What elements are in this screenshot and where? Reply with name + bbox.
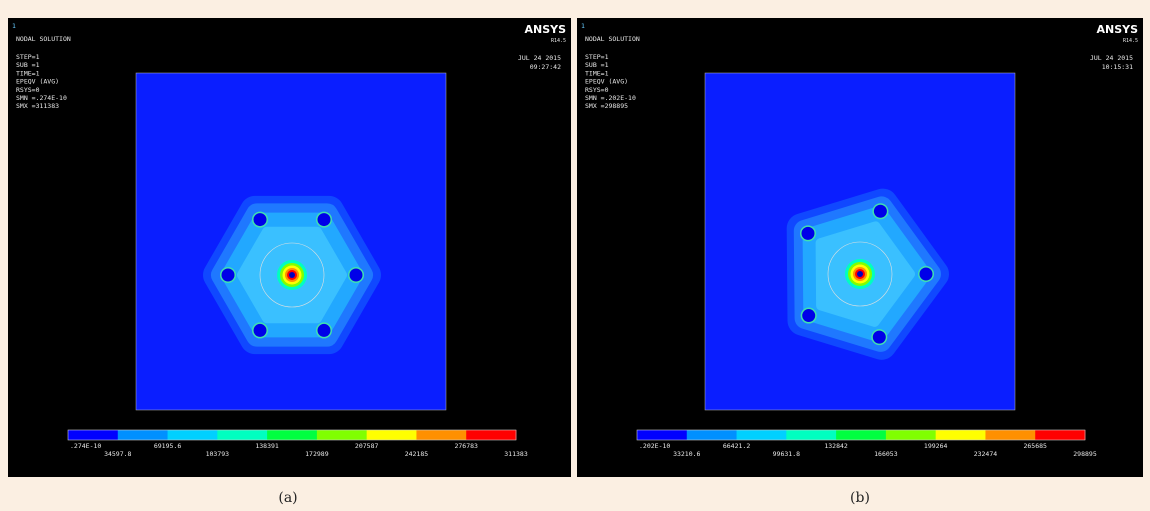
stress-concentration: [289, 272, 295, 278]
legend-swatch: [367, 430, 417, 440]
solution-info: STEP=1: [16, 53, 40, 61]
solution-info: EPEQV (AVG): [16, 78, 59, 86]
legend-label: .202E-10: [639, 442, 670, 450]
legend-label: 242185: [405, 450, 429, 458]
window-number: 1: [12, 22, 16, 30]
legend-label: .274E-10: [70, 442, 101, 450]
bolt-hole: [801, 227, 814, 240]
legend-label: 298895: [1073, 450, 1097, 458]
legend-swatch: [267, 430, 317, 440]
legend-swatch: [1035, 430, 1085, 440]
bolt-hole: [873, 331, 886, 344]
legend-label: 138391: [255, 442, 279, 450]
legend-label: 199264: [924, 442, 948, 450]
caption: (b): [850, 490, 870, 506]
solution-info: SMX =311383: [16, 102, 59, 110]
date: JUL 24 2015: [518, 54, 561, 62]
legend-swatch: [118, 430, 168, 440]
legend-label: 232474: [974, 450, 998, 458]
legend-swatch: [786, 430, 836, 440]
legend-label: 103793: [206, 450, 230, 458]
legend-swatch: [836, 430, 886, 440]
legend-label: 276783: [454, 442, 478, 450]
brand: ANSYS: [524, 23, 566, 36]
bolt-hole: [802, 309, 815, 322]
solution-info: SMX =298895: [585, 102, 628, 110]
bolt-hole: [254, 213, 267, 226]
solution-info: SUB =1: [585, 61, 609, 69]
solution-info: SMN =.274E-10: [16, 94, 67, 102]
time: 10:15:31: [1102, 63, 1133, 71]
caption: (a): [278, 490, 297, 506]
legend-label: 34597.8: [104, 450, 131, 458]
legend-swatch: [317, 430, 367, 440]
legend-swatch: [416, 430, 466, 440]
solution-info: TIME=1: [16, 69, 40, 77]
legend-swatch: [637, 430, 687, 440]
bolt-hole: [920, 268, 933, 281]
legend-swatch: [168, 430, 218, 440]
release: R14.5: [551, 38, 566, 44]
legend-label: 311383: [504, 450, 528, 458]
release: R14.5: [1123, 38, 1138, 44]
legend-label: 33210.6: [673, 450, 700, 458]
bolt-hole: [222, 269, 235, 282]
plot-title: NODAL SOLUTION: [16, 35, 71, 43]
window-number: 1: [581, 22, 585, 30]
legend-swatch: [985, 430, 1035, 440]
legend-swatch: [217, 430, 267, 440]
bolt-hole: [874, 205, 887, 218]
bolt-hole: [318, 213, 331, 226]
legend-swatch: [466, 430, 516, 440]
solution-info: RSYS=0: [16, 86, 40, 94]
time: 09:27:42: [530, 63, 561, 71]
legend-swatch: [936, 430, 986, 440]
plot-title: NODAL SOLUTION: [585, 35, 640, 43]
date: JUL 24 2015: [1090, 54, 1133, 62]
legend-swatch: [687, 430, 737, 440]
legend-label: 172989: [305, 450, 329, 458]
legend-swatch: [68, 430, 118, 440]
brand: ANSYS: [1096, 23, 1138, 36]
solution-info: SMN =.202E-10: [585, 94, 636, 102]
legend-swatch: [886, 430, 936, 440]
legend-label: 265685: [1023, 442, 1047, 450]
solution-info: RSYS=0: [585, 86, 609, 94]
legend-label: 132842: [824, 442, 848, 450]
legend-swatch: [737, 430, 787, 440]
legend-label: 66421.2: [723, 442, 750, 450]
legend-label: 69195.6: [154, 442, 181, 450]
bolt-hole: [254, 324, 267, 337]
bolt-hole: [318, 324, 331, 337]
legend-label: 99631.8: [773, 450, 800, 458]
solution-info: SUB =1: [16, 61, 40, 69]
legend-label: 166053: [874, 450, 898, 458]
stress-concentration: [857, 271, 863, 277]
legend-label: 207587: [355, 442, 379, 450]
figure: 1NODAL SOLUTIONSTEP=1SUB =1TIME=1EPEQV (…: [0, 0, 1150, 511]
solution-info: EPEQV (AVG): [585, 78, 628, 86]
solution-info: TIME=1: [585, 69, 609, 77]
bolt-hole: [350, 269, 363, 282]
solution-info: STEP=1: [585, 53, 609, 61]
